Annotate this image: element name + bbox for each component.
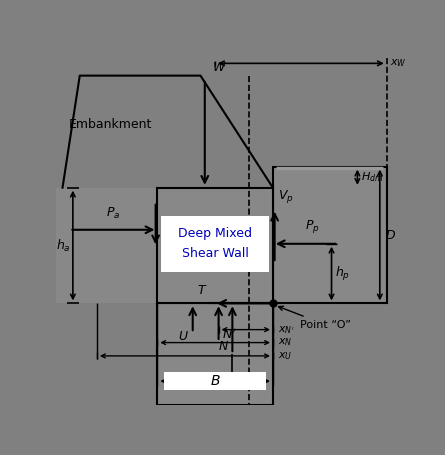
Bar [158,188,273,303]
Text: $V_p$: $V_p$ [278,188,294,205]
Text: $P_a$: $P_a$ [106,206,121,221]
Bar [56,188,158,303]
Text: $x_N$: $x_N$ [278,337,292,349]
Text: $x_U$: $x_U$ [278,350,292,362]
Text: $x_{N'}$: $x_{N'}$ [278,324,295,335]
Text: $h_a$: $h_a$ [57,238,71,253]
Text: $B$: $B$ [210,374,220,388]
Text: $U$: $U$ [178,329,189,343]
Text: $N'$: $N'$ [222,328,237,342]
Text: $H_{dm}$: $H_{dm}$ [361,170,383,184]
Text: $V_a$: $V_a$ [161,253,176,268]
Text: $T$: $T$ [197,284,207,297]
Text: Embankment: Embankment [69,118,153,131]
Bar [161,216,270,272]
Text: Shear Wall: Shear Wall [182,247,249,260]
Text: $W$: $W$ [212,61,227,74]
Bar [164,372,266,390]
Text: $P_p$: $P_p$ [305,218,320,235]
Text: $N$: $N$ [218,340,229,353]
Text: Point “O”: Point “O” [279,306,352,330]
Bar [273,167,387,303]
Text: Deep Mixed: Deep Mixed [178,228,252,241]
Text: $h_p$: $h_p$ [335,264,350,283]
Text: $x_W$: $x_W$ [390,57,407,69]
Bar [158,303,273,405]
Text: $D$: $D$ [385,228,396,242]
